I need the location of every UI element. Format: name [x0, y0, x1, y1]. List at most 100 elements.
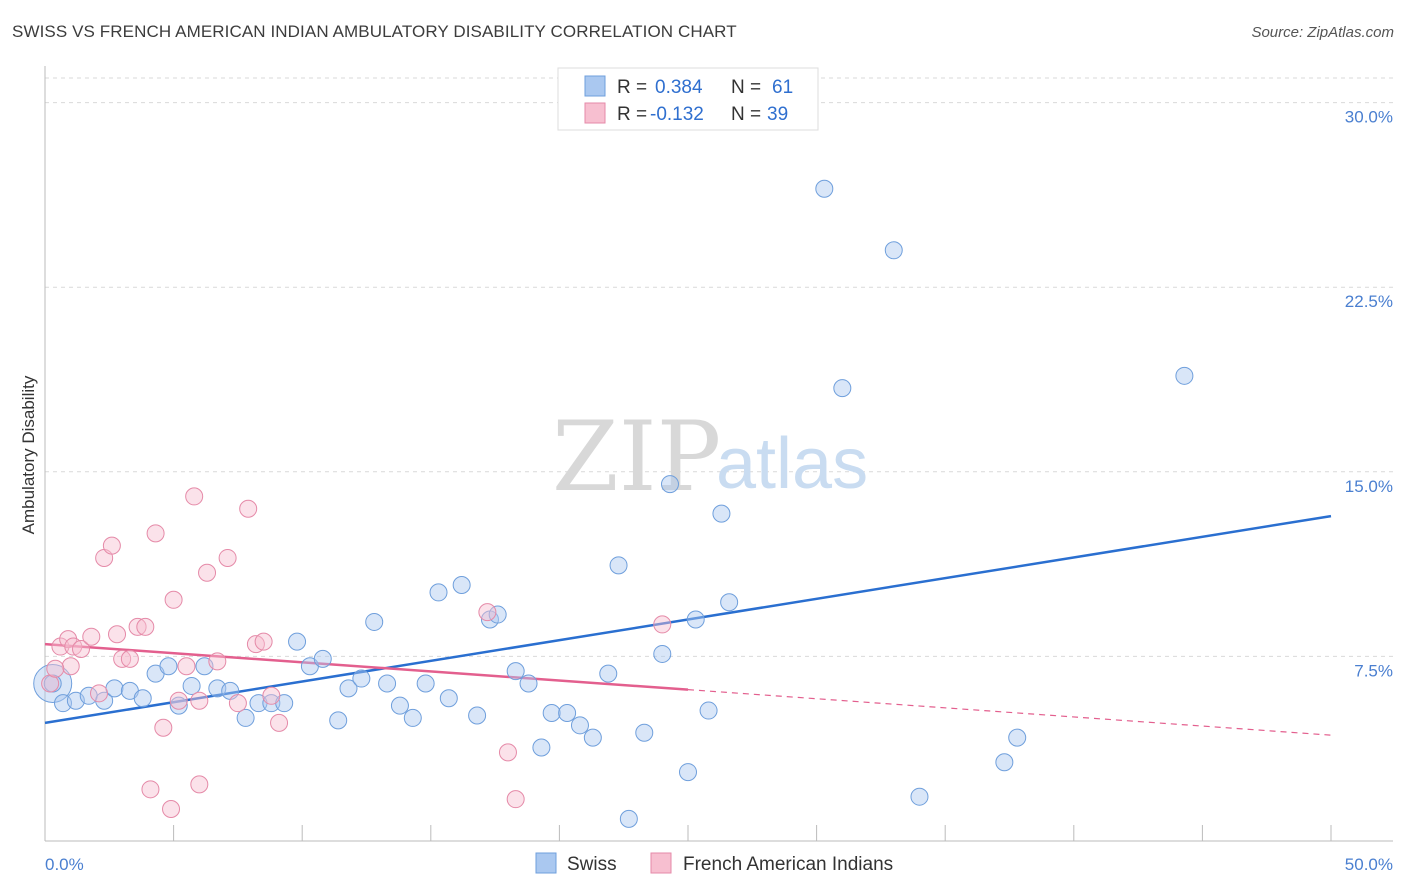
french-point — [113, 649, 132, 668]
legend-r-value-2: -0.132 — [650, 104, 704, 125]
french-point — [177, 657, 196, 676]
swiss-point — [378, 674, 397, 693]
french-point — [164, 590, 183, 609]
legend-n-value-2: 39 — [767, 104, 788, 125]
french-point — [72, 640, 91, 659]
legend: R = 0.384 N = 61 R = -0.132 N = 39 — [557, 67, 819, 131]
legend-r-label-2: R = — [617, 104, 647, 125]
french-point — [82, 627, 101, 646]
french-point — [136, 617, 155, 636]
french-point — [254, 632, 273, 651]
trend-lines — [44, 514, 1332, 736]
swiss-point — [910, 787, 929, 806]
french-point — [190, 775, 209, 794]
watermark-zip: ZIP — [552, 401, 721, 513]
swiss-point — [429, 583, 448, 602]
legend-swatch-french — [584, 102, 606, 124]
french-point — [239, 499, 258, 518]
swiss-point — [182, 676, 201, 695]
data-points — [33, 179, 1194, 828]
swiss-point — [699, 701, 718, 720]
french-point — [498, 743, 517, 762]
swiss-point — [686, 610, 705, 629]
swiss-point — [619, 809, 638, 828]
swiss-point — [519, 674, 538, 693]
swiss-point — [995, 753, 1014, 772]
grid-lines — [45, 77, 1393, 657]
french-point — [218, 548, 237, 567]
french-point — [128, 617, 147, 636]
swiss-point — [159, 657, 178, 676]
legend-swatch-swiss — [584, 75, 606, 97]
french-point — [228, 694, 247, 713]
french-point — [146, 524, 165, 543]
x-tick-labels: 0.0% 50.0% — [45, 855, 1393, 874]
french-point — [102, 536, 121, 555]
x-tick-label: 0.0% — [45, 855, 84, 874]
swiss-point — [599, 664, 618, 683]
swiss-point — [653, 644, 672, 663]
swiss-point — [720, 593, 739, 612]
french-point — [198, 563, 217, 582]
french-point — [120, 649, 139, 668]
legend-n-label-1: N = — [731, 77, 761, 98]
swiss-point — [329, 711, 348, 730]
french-trend-line — [44, 642, 689, 691]
french-point — [653, 615, 672, 634]
swiss-point — [313, 649, 332, 668]
swiss-point — [679, 763, 697, 782]
axes — [44, 66, 1393, 842]
swiss-point — [712, 504, 731, 523]
french-trend-line-extension — [687, 689, 1332, 736]
chart-title: SWISS VS FRENCH AMERICAN INDIAN AMBULATO… — [12, 22, 737, 41]
swiss-point — [570, 716, 589, 735]
swiss-point — [133, 689, 152, 708]
y-tick-label: 30.0% — [1345, 108, 1393, 127]
french-point — [478, 603, 497, 622]
french-point — [208, 652, 227, 671]
french-point — [154, 718, 173, 737]
swiss-point — [439, 689, 458, 708]
swiss-point — [488, 605, 507, 624]
source-label: Source: ZipAtlas.com — [1251, 24, 1394, 41]
french-point — [270, 713, 289, 732]
french-point — [190, 691, 209, 710]
swiss-point — [416, 674, 435, 693]
french-point — [51, 637, 70, 656]
y-tick-label: 15.0% — [1345, 477, 1393, 496]
swiss-point — [468, 706, 487, 725]
bottom-legend-swatch-swiss — [535, 852, 557, 874]
french-point — [506, 790, 525, 809]
swiss-point — [506, 662, 525, 681]
swiss-trend-line — [44, 514, 1332, 725]
swiss-point — [236, 708, 255, 727]
y-tick-labels: 7.5% 15.0% 22.5% 30.0% — [1345, 108, 1393, 681]
legend-n-label-2: N = — [731, 104, 761, 125]
legend-n-value-1: 61 — [772, 77, 793, 98]
y-axis-label: Ambulatory Disability — [19, 375, 38, 534]
swiss-point — [542, 704, 561, 723]
swiss-point — [815, 179, 834, 198]
bottom-legend: Swiss French American Indians — [535, 852, 893, 875]
french-point — [162, 800, 181, 819]
swiss-point — [365, 612, 384, 631]
swiss-point — [635, 723, 654, 742]
swiss-point — [105, 679, 124, 698]
legend-r-value-1: 0.384 — [655, 77, 703, 98]
swiss-point — [390, 696, 409, 715]
swiss-point — [452, 576, 471, 595]
swiss-point — [169, 696, 188, 715]
swiss-point — [352, 669, 371, 688]
swiss-point — [288, 632, 307, 651]
french-point — [46, 659, 65, 678]
french-point — [108, 625, 127, 644]
swiss-point — [1008, 728, 1027, 747]
swiss-point — [339, 679, 358, 698]
swiss-point — [660, 475, 679, 494]
french-point — [262, 686, 281, 705]
watermark-atlas: atlas — [716, 424, 868, 504]
swiss-point — [833, 379, 852, 398]
french-point — [90, 684, 109, 703]
french-point — [61, 657, 80, 676]
